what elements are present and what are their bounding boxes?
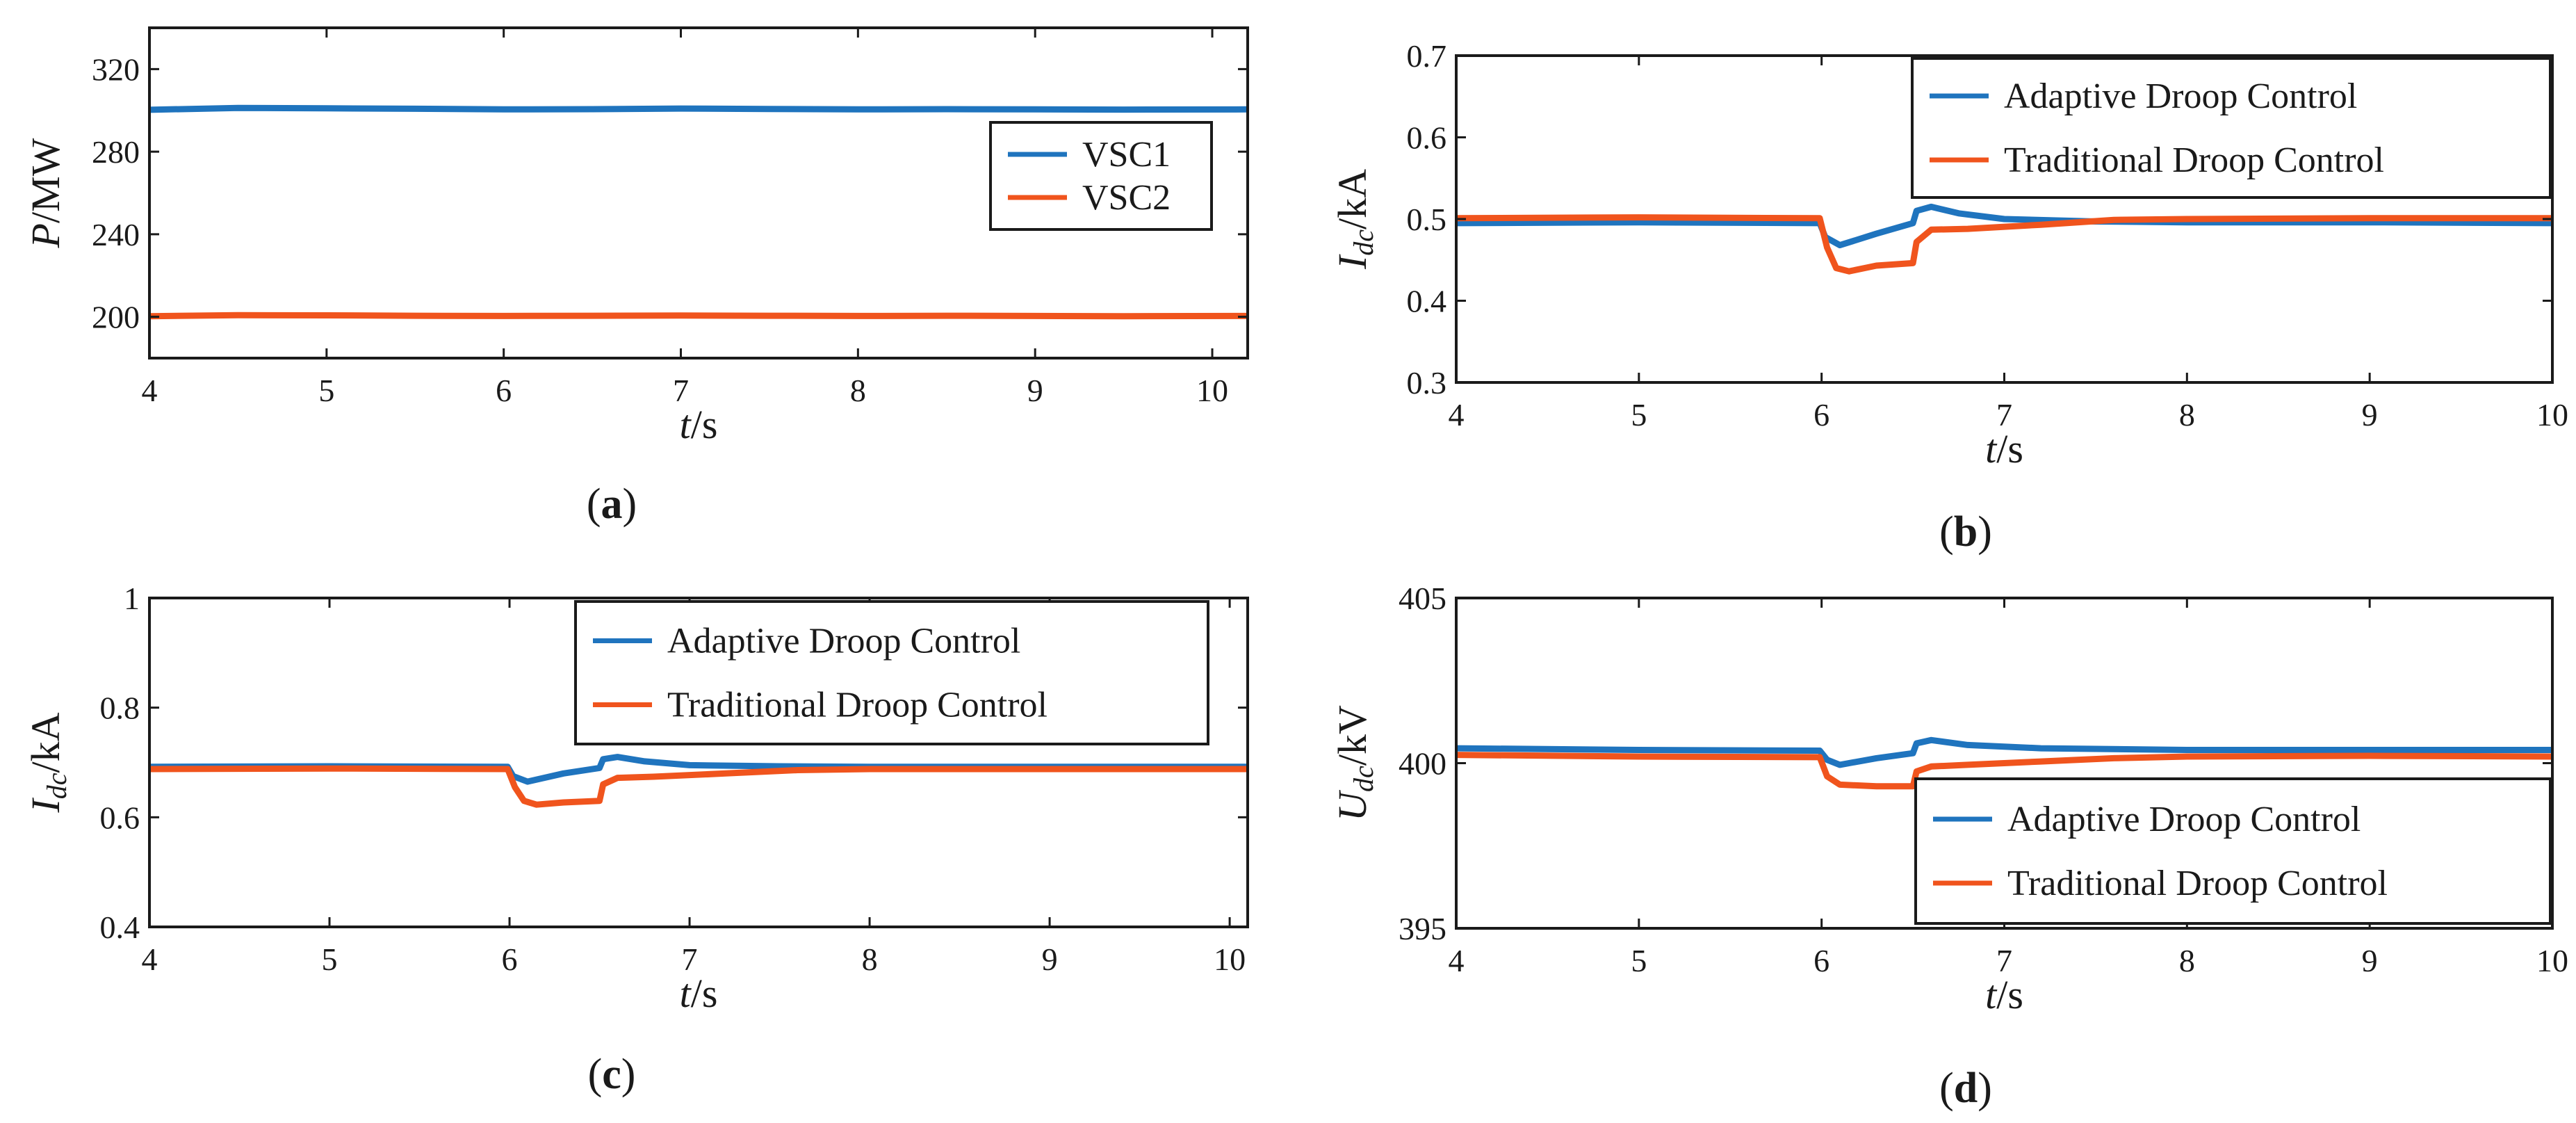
x-tick-label: 4: [1449, 397, 1465, 433]
legend-d: Adaptive Droop Control Traditional Droop …: [1914, 777, 2552, 925]
series-line-first-d: [1456, 736, 2552, 768]
legend-label: Traditional Droop Control: [2004, 140, 2384, 180]
legend-label: Adaptive Droop Control: [667, 622, 1020, 661]
y-axis-label: P/MW: [23, 138, 68, 248]
x-tick-label: 7: [1996, 943, 2012, 978]
y-axis-label: Udc/kV: [1330, 705, 1379, 821]
y-tick-label: 400: [1399, 746, 1446, 782]
y-tick-label: 405: [1399, 581, 1446, 616]
x-tick-label: 6: [502, 942, 518, 977]
x-tick-label: 10: [1214, 942, 1246, 977]
y-tick-label: 395: [1399, 911, 1446, 946]
panel-b: 4 5 6 7 8 9 10 0.3 0.4 0.5 0.6 0.7 t/s Idc/kA Adaptive…: [1330, 38, 2568, 556]
x-tick-label: 4: [142, 942, 158, 977]
x-tick-label: 5: [322, 942, 338, 977]
x-tick-label: 9: [2362, 943, 2378, 978]
y-axis-label: Idc/kA: [23, 712, 72, 813]
x-tick-label: 6: [1813, 397, 1829, 433]
x-tick-label: 7: [673, 373, 689, 408]
plot-frame-c: [148, 597, 1249, 928]
x-tick-label: 6: [1813, 943, 1829, 978]
panel-d: 4 5 6 7 8 9 10 395 400 405 t/s Udc/kV Adaptive Droop…: [1330, 581, 2568, 1112]
legend-box: [574, 600, 1209, 745]
legend-box: [989, 121, 1213, 231]
legend-box: [1914, 777, 2552, 925]
legend-box: [1911, 57, 2552, 199]
x-tick-label: 5: [1631, 943, 1647, 978]
series-line-second-d: [1456, 752, 2552, 790]
y-tick-label: 0.7: [1407, 38, 1447, 74]
legend-label: Traditional Droop Control: [667, 686, 1047, 725]
legend-c: Adaptive Droop Control Traditional Droop …: [574, 600, 1209, 745]
x-tick-label: 9: [1042, 942, 1058, 977]
x-tick-label: 8: [850, 373, 866, 408]
x-tick-label: 10: [1196, 373, 1228, 408]
x-tick-label: 9: [2362, 397, 2378, 433]
x-tick-label: 7: [1996, 397, 2012, 433]
panel-caption: (a): [587, 480, 637, 528]
x-tick-label: 6: [496, 373, 512, 408]
legend-label: VSC2: [1082, 178, 1171, 218]
y-tick-label: 0.4: [1407, 284, 1447, 319]
y-tick-label: 0.6: [100, 800, 140, 835]
legend-label: Adaptive Droop Control: [2007, 800, 2361, 839]
y-tick-label: 0.8: [100, 690, 140, 726]
x-tick-label: 8: [862, 942, 878, 977]
plot-frame-a: [148, 26, 1249, 359]
x-axis-label: t/s: [680, 971, 718, 1016]
series-line-second-c: [149, 765, 1248, 808]
y-tick-label: 0.5: [1407, 202, 1447, 237]
series-line-second-a: [149, 312, 1248, 320]
y-tick-label: 320: [92, 51, 140, 87]
x-tick-label: 7: [682, 942, 698, 977]
panel-caption: (b): [1939, 508, 1992, 556]
legend-b: Adaptive Droop Control Traditional Droop …: [1911, 57, 2552, 199]
panel-c: 4 5 6 7 8 9 10 0.4 0.6 0.8 1 t/s Idc/kA Adaptive Droo…: [23, 581, 1249, 1098]
y-tick-label: 0.3: [1407, 365, 1447, 401]
x-axis-label: t/s: [680, 402, 718, 447]
series-line-second-b: [1456, 214, 2552, 275]
x-tick-label: 4: [1449, 943, 1465, 978]
y-axis-label: Idc/kA: [1330, 169, 1379, 270]
legend-label: VSC1: [1082, 135, 1171, 175]
y-tick-label: 1: [124, 581, 140, 616]
x-tick-label: 10: [2536, 397, 2568, 433]
x-tick-label: 5: [318, 373, 334, 408]
y-tick-label: 240: [92, 217, 140, 252]
legend-label: Adaptive Droop Control: [2004, 76, 2357, 116]
x-tick-label: 8: [2179, 943, 2195, 978]
series-line-first-a: [149, 104, 1248, 113]
x-tick-label: 5: [1631, 397, 1647, 433]
x-tick-label: 8: [2179, 397, 2195, 433]
panel-caption: (d): [1939, 1065, 1992, 1112]
x-axis-label: t/s: [1985, 426, 2023, 471]
y-tick-label: 280: [92, 134, 140, 170]
x-tick-label: 9: [1027, 373, 1043, 408]
y-tick-label: 0.4: [100, 910, 140, 945]
x-tick-label: 4: [142, 373, 158, 408]
legend-label: Traditional Droop Control: [2007, 864, 2388, 903]
x-tick-label: 10: [2536, 943, 2568, 978]
x-axis-label: t/s: [1985, 972, 2023, 1017]
y-tick-label: 200: [92, 300, 140, 335]
y-tick-label: 0.6: [1407, 120, 1447, 156]
panel-caption: (c): [588, 1051, 636, 1098]
